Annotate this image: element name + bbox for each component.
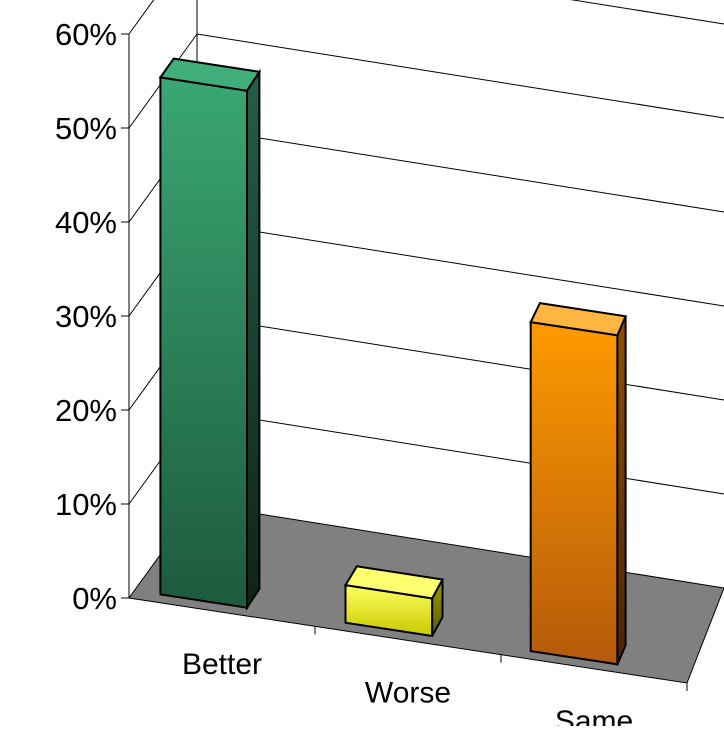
y-tick-label: 20%: [55, 393, 117, 428]
y-tick-label: 40%: [55, 205, 117, 240]
bar-worse: [343, 565, 445, 638]
gridline-back: [196, 409, 724, 495]
gridline-back: [196, 315, 724, 401]
gridline-back: [196, 33, 724, 119]
bars: [158, 57, 628, 666]
gridline-side: [128, 0, 155, 35]
y-tick-label: 60%: [55, 17, 117, 52]
labels: 0% 10% 20% 30% 40% 50% 60% Better Worse Same: [55, 17, 633, 731]
gridlines: [128, 0, 724, 505]
bar-top-face: [158, 57, 262, 92]
y-tick-label: 30%: [55, 299, 117, 334]
bar-side-face: [616, 315, 627, 665]
x-category-label: Worse: [365, 677, 451, 710]
bar-top-face: [343, 565, 445, 600]
bar-better: [158, 57, 262, 612]
gridline-back: [196, 127, 724, 213]
bar-side-face: [246, 68, 261, 612]
y-tick-label: 10%: [55, 487, 117, 522]
bar-front-face: [529, 320, 619, 666]
x-category-label: Better: [182, 648, 262, 681]
axes: [121, 33, 688, 691]
gridline-back: [570, 0, 724, 25]
y-tick-label: 0%: [72, 581, 117, 616]
bar-front-face: [159, 76, 248, 609]
bar-same: [529, 301, 628, 666]
y-tick-label: 50%: [55, 111, 117, 146]
gridline-back: [196, 221, 724, 307]
bar-top-face: [529, 301, 628, 337]
x-category-label: Same: [555, 705, 633, 726]
